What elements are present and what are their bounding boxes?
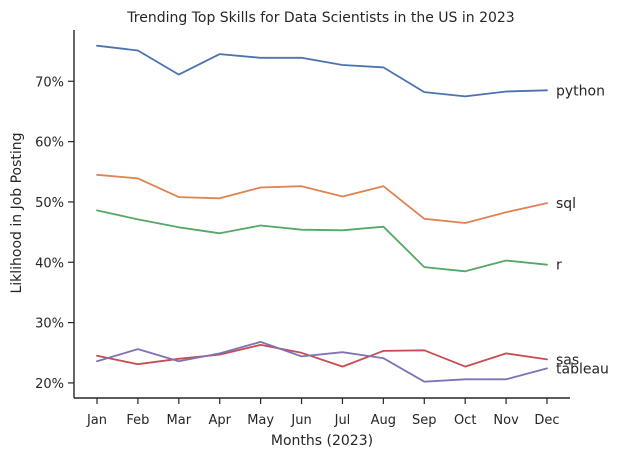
y-tick-label: 20% xyxy=(35,377,64,392)
series-label-r: r xyxy=(556,258,562,274)
x-tick-label: Aug xyxy=(371,413,396,428)
series-label-sql: sql xyxy=(556,196,576,212)
series-line-tableau xyxy=(96,340,548,383)
series-label-tableau: tableau xyxy=(556,361,609,377)
series-label-sas: sas xyxy=(556,352,579,368)
x-tick-label: Dec xyxy=(534,413,559,428)
x-tick-label: Apr xyxy=(208,413,231,428)
series-line-python xyxy=(96,44,548,98)
x-tick-label: May xyxy=(247,413,274,428)
y-tick-label: 40% xyxy=(35,256,64,271)
series-layer xyxy=(96,44,548,383)
x-tick-label: Oct xyxy=(454,413,476,428)
x-tick-label: Jun xyxy=(290,413,311,428)
y-tick-label: 30% xyxy=(35,317,64,332)
axes: 20% 30% 40% 50% 60% 70% Jan Feb Mar Apr May Jun Jul A… xyxy=(35,30,570,428)
x-tick-label: Sep xyxy=(412,413,437,428)
series-label-python: python xyxy=(556,83,605,99)
x-tick-label: Jul xyxy=(334,413,351,428)
x-tick-label: Feb xyxy=(126,413,149,428)
x-tick-label: Jan xyxy=(86,413,107,428)
y-tick-label: 50% xyxy=(35,196,64,211)
series-line-sql xyxy=(96,173,548,224)
chart-title: Trending Top Skills for Data Scientists … xyxy=(126,10,514,26)
y-tick-label: 70% xyxy=(35,75,64,90)
x-axis-label: Months (2023) xyxy=(271,433,373,449)
series-line-r xyxy=(96,209,548,273)
y-tick-label: 60% xyxy=(35,136,64,151)
y-axis-label: Liklihood in Job Posting xyxy=(9,132,25,293)
x-tick-label: Nov xyxy=(493,413,519,428)
x-tick-label: Mar xyxy=(167,413,192,428)
series-line-sas xyxy=(96,343,548,368)
